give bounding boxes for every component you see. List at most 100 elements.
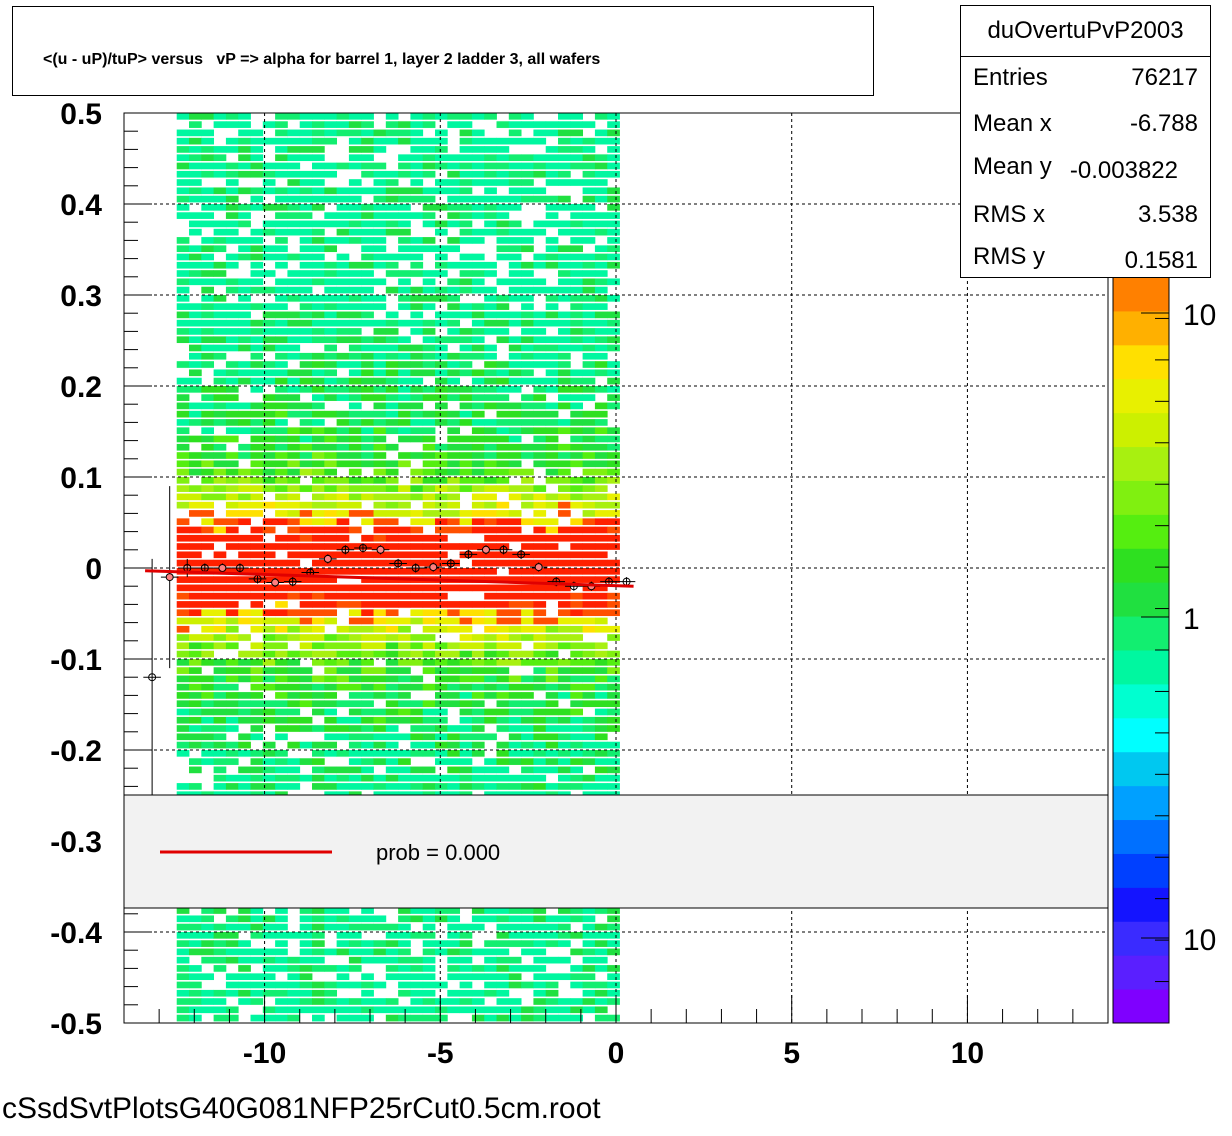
heatmap-cell: [570, 774, 584, 782]
heatmap-cell: [385, 187, 399, 195]
heatmap-cell: [385, 485, 399, 492]
heatmap-cell: [176, 270, 190, 277]
heatmap-cell: [508, 915, 522, 923]
palette-cell: [1113, 955, 1169, 990]
heatmap-cell: [250, 584, 264, 592]
heatmap-cell: [521, 766, 534, 774]
heatmap-cell: [213, 642, 227, 650]
heatmap-cell: [324, 1006, 338, 1014]
heatmap-cell: [373, 410, 387, 418]
heatmap-cell: [361, 601, 374, 608]
heatmap-cell: [607, 328, 620, 335]
heatmap-cell: [299, 427, 313, 435]
heatmap-cell: [558, 501, 571, 509]
heatmap-cell: [373, 179, 387, 186]
heatmap-cell: [533, 650, 547, 658]
heatmap-cell: [287, 328, 301, 335]
heatmap-cell: [607, 601, 620, 608]
heatmap-cell: [324, 642, 338, 650]
heatmap-cell: [533, 344, 547, 352]
heatmap-cell: [262, 708, 276, 716]
heatmap-cell: [324, 725, 338, 732]
heatmap-cell: [201, 352, 215, 360]
heatmap-cell: [533, 526, 547, 534]
heatmap-cell: [287, 319, 301, 327]
heatmap-cell: [496, 1006, 510, 1014]
heatmap-cell: [225, 601, 239, 608]
heatmap-cell: [238, 965, 251, 972]
heatmap-cell: [176, 1006, 190, 1014]
heatmap-cell: [435, 410, 448, 418]
heatmap-cell: [324, 750, 338, 757]
heatmap-cell: [570, 419, 584, 426]
heatmap-cell: [262, 965, 276, 972]
heatmap-cell: [348, 584, 362, 592]
heatmap-cell: [312, 609, 325, 617]
heatmap-cell: [385, 410, 399, 418]
heatmap-cell: [398, 750, 411, 757]
heatmap-cell: [422, 998, 436, 1005]
heatmap-cell: [373, 435, 387, 443]
heatmap-cell: [422, 485, 436, 492]
heatmap-cell: [558, 534, 571, 542]
heatmap-cell: [533, 708, 547, 716]
heatmap-cell: [336, 543, 350, 550]
heatmap-cell: [385, 998, 399, 1005]
heatmap-cell: [324, 344, 338, 352]
heatmap-cell: [447, 278, 461, 286]
heatmap-cell: [299, 328, 313, 335]
heatmap-cell: [189, 121, 202, 128]
heatmap-cell: [582, 981, 596, 989]
heatmap-cell: [496, 154, 510, 162]
heatmap-cell: [250, 303, 264, 310]
heatmap-cell: [287, 774, 301, 782]
heatmap-cell: [201, 1006, 215, 1014]
heatmap-cell: [582, 427, 596, 435]
heatmap-cell: [324, 328, 338, 335]
heatmap-cell: [484, 170, 497, 178]
plot-frame: [123, 112, 1109, 1024]
heatmap-cell: [250, 683, 264, 691]
heatmap-cell: [262, 543, 276, 550]
heatmap-cell: [594, 774, 608, 782]
heatmap-cell: [422, 733, 436, 741]
palette-cell: [1113, 412, 1169, 448]
heatmap-cell: [582, 410, 596, 418]
heatmap-cell: [250, 708, 264, 716]
heatmap-cell: [508, 237, 522, 244]
heatmap-cell: [398, 617, 411, 625]
heatmap-cell: [484, 692, 497, 699]
heatmap-cell: [521, 419, 534, 426]
heatmap-cell: [201, 725, 215, 732]
heatmap-cell: [385, 923, 399, 931]
heatmap-cell: [213, 493, 227, 501]
heatmap-cell: [275, 204, 288, 211]
heatmap-cell: [213, 443, 227, 451]
heatmap-cell: [398, 295, 411, 302]
heatmap-cell: [361, 443, 374, 451]
heatmap-cell: [201, 328, 215, 335]
heatmap-cell: [533, 137, 547, 145]
heatmap-cell: [496, 402, 510, 410]
heatmap-cell: [299, 617, 313, 625]
heatmap-cell: [336, 460, 350, 468]
heatmap-cell: [398, 121, 411, 128]
heatmap-cell: [410, 170, 424, 178]
heatmap-cell: [410, 609, 424, 617]
heatmap-cell: [213, 592, 227, 600]
heatmap-cell: [385, 468, 399, 476]
heatmap-cell: [324, 452, 338, 459]
heatmap-cell: [250, 543, 264, 550]
heatmap-cell: [607, 940, 620, 947]
heatmap-cell: [189, 659, 202, 666]
heatmap-cell: [447, 774, 461, 782]
heatmap-cell: [422, 940, 436, 947]
heatmap-cell: [521, 576, 534, 583]
heatmap-cell: [545, 369, 559, 377]
heatmap-cell: [176, 948, 190, 956]
heatmap-cell: [287, 369, 301, 377]
heatmap-cell: [558, 344, 571, 352]
heatmap-cell: [189, 369, 202, 377]
heatmap-cell: [275, 700, 288, 708]
heatmap-cell: [361, 228, 374, 236]
